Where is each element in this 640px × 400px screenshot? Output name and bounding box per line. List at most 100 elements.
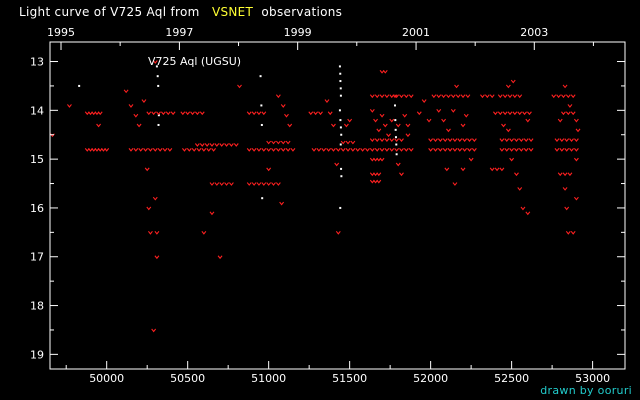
fainter-than-point <box>389 148 395 152</box>
fainter-than-point <box>287 123 293 128</box>
fainter-than-point <box>457 138 463 142</box>
positive-observation-point <box>260 104 263 107</box>
fainter-than-point <box>246 182 252 186</box>
fainter-than-point <box>152 196 158 201</box>
fainter-than-point <box>206 148 212 152</box>
fainter-than-point <box>514 138 519 142</box>
fainter-than-point <box>452 182 458 186</box>
fainter-than-point <box>204 143 210 147</box>
fainter-than-point <box>499 167 505 172</box>
fainter-than-point <box>436 94 442 99</box>
fainter-than-point <box>460 167 466 172</box>
fainter-than-point <box>455 94 461 99</box>
positive-observation-point <box>260 123 263 126</box>
positive-observation-point <box>339 72 342 75</box>
fainter-than-point <box>321 148 327 152</box>
fainter-than-point <box>437 138 443 142</box>
fainter-than-point <box>573 118 579 123</box>
fainter-than-point <box>224 143 229 147</box>
fainter-than-point <box>138 148 144 152</box>
fainter-than-point <box>457 148 463 152</box>
fainter-than-point <box>565 111 571 116</box>
y-tick-label: 19 <box>30 348 44 361</box>
fainter-than-point <box>279 201 285 206</box>
fainter-than-point <box>489 167 495 172</box>
fainter-than-point <box>497 94 503 99</box>
fainter-than-point <box>394 94 400 99</box>
fainter-than-point <box>266 182 272 186</box>
fainter-than-point <box>512 111 518 116</box>
fainter-than-point <box>256 111 262 116</box>
fainter-than-point <box>444 167 450 172</box>
fainter-than-point <box>442 148 448 152</box>
fainter-than-point <box>374 148 380 152</box>
fainter-than-point <box>211 148 217 152</box>
fainter-than-point <box>343 123 349 128</box>
positive-observation-point <box>394 119 397 122</box>
fainter-than-point <box>384 148 390 152</box>
positive-observation-point <box>261 197 264 200</box>
fainter-than-point <box>280 104 286 108</box>
positive-observation-point <box>394 128 397 131</box>
fainter-than-point <box>392 94 398 99</box>
fainter-than-point <box>128 104 134 108</box>
fainter-than-point <box>395 162 401 167</box>
fainter-than-point <box>369 94 375 99</box>
fainter-than-point <box>562 84 568 89</box>
fainter-than-point <box>450 94 456 99</box>
fainter-than-point <box>528 138 534 142</box>
positive-observation-point <box>394 104 396 107</box>
fainter-than-point <box>446 94 451 99</box>
fainter-than-point <box>433 138 438 142</box>
fainter-than-point <box>499 148 505 152</box>
fainter-than-point <box>384 94 390 99</box>
fainter-than-point <box>144 167 150 172</box>
fainter-than-point <box>280 140 286 145</box>
fainter-than-point <box>152 148 158 152</box>
fainter-than-point <box>154 255 160 260</box>
fainter-than-point <box>311 148 317 152</box>
fainter-than-point <box>266 140 272 145</box>
fainter-than-point <box>509 138 515 142</box>
positive-observation-point <box>339 206 342 209</box>
fainter-than-point <box>271 148 276 152</box>
x-tick-label: 50000 <box>89 372 124 385</box>
fainter-than-point <box>565 94 571 99</box>
fainter-than-point <box>431 94 437 99</box>
fainter-than-point <box>394 138 400 142</box>
positive-observation-point <box>157 123 160 126</box>
fainter-than-point <box>567 172 573 177</box>
fainter-than-point <box>405 133 411 138</box>
fainter-than-point <box>201 148 207 152</box>
fainter-than-point <box>447 138 453 142</box>
positive-observation-point <box>340 175 343 178</box>
fainter-than-point <box>520 206 526 211</box>
fainter-than-point <box>564 138 570 142</box>
fainter-than-point <box>345 140 351 145</box>
fainter-than-point <box>408 148 414 152</box>
fainter-than-point <box>522 111 528 116</box>
fainter-than-point <box>467 138 472 142</box>
fainter-than-point <box>165 111 171 116</box>
fainter-than-point <box>331 148 336 152</box>
fainter-than-point <box>308 111 314 116</box>
fainter-than-point <box>261 111 267 116</box>
positive-observation-point <box>340 133 343 136</box>
fainter-than-point <box>505 128 511 133</box>
fainter-than-point <box>507 94 513 99</box>
fainter-than-point <box>316 148 322 152</box>
fainter-than-point <box>460 123 466 128</box>
fainter-than-point <box>331 123 336 128</box>
fainter-than-point <box>428 138 434 142</box>
fainter-than-point <box>266 148 272 152</box>
fainter-than-point <box>146 111 152 116</box>
fainter-than-point <box>559 138 565 142</box>
positive-observation-point <box>339 87 342 90</box>
fainter-than-point <box>157 148 163 152</box>
fainter-than-point <box>569 148 574 152</box>
year-tick-label: 1999 <box>284 26 312 39</box>
fainter-than-point <box>290 148 296 152</box>
fainter-than-point <box>471 138 477 142</box>
positive-observation-point <box>338 109 341 112</box>
